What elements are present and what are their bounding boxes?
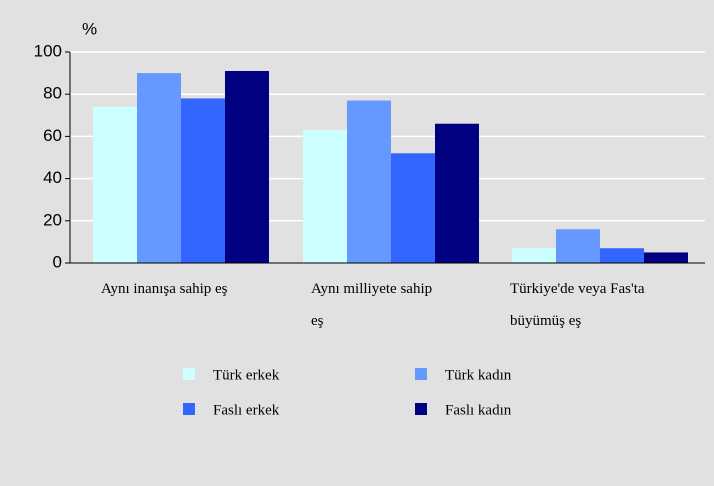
- bar: [303, 130, 347, 263]
- y-tick-label: 20: [43, 210, 62, 229]
- x-tick-label: Aynı inanışa sahip eş: [101, 281, 228, 297]
- x-tick-label: Türkiye'de veya Fas'ta büyümüş eş: [510, 281, 645, 329]
- bar: [600, 248, 644, 263]
- legend-swatch: [183, 368, 195, 380]
- legend-swatch: [183, 403, 195, 415]
- bar: [556, 229, 600, 263]
- y-tick-label: 100: [34, 41, 62, 60]
- y-tick-label: 60: [43, 126, 62, 145]
- y-tick-label: 80: [43, 84, 62, 103]
- legend-swatch: [415, 403, 427, 415]
- legend-label: Faslı kadın: [445, 402, 512, 418]
- legend-label: Faslı erkek: [213, 402, 280, 418]
- bar: [181, 98, 225, 263]
- x-tick-label: Aynı milliyete sahip eş: [311, 281, 433, 329]
- legend-label: Türk erkek: [213, 367, 280, 383]
- y-tick-label: 40: [43, 168, 62, 187]
- bar: [137, 73, 181, 263]
- bar: [347, 100, 391, 263]
- bar: [644, 252, 688, 263]
- bar: [512, 248, 556, 263]
- bar: [93, 106, 137, 263]
- bar: [391, 153, 435, 263]
- legend-swatch: [415, 368, 427, 380]
- legend-label: Türk kadın: [445, 367, 512, 383]
- y-tick-label: 0: [53, 252, 62, 271]
- bar: [435, 123, 479, 264]
- y-axis-label: %: [82, 19, 97, 38]
- bar: [225, 70, 269, 264]
